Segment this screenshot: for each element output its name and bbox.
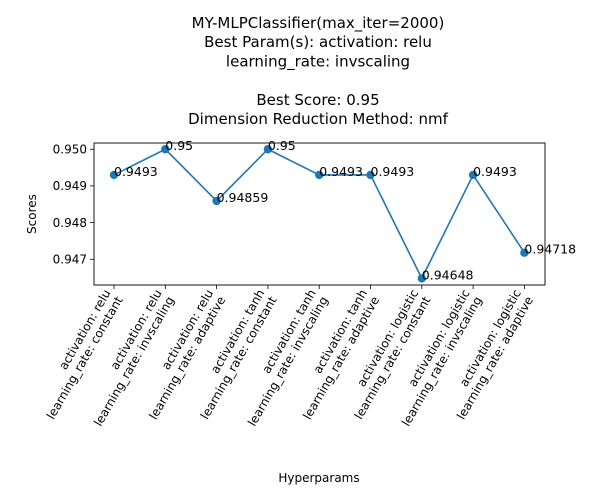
title-line: learning_rate: invscaling <box>226 52 410 71</box>
y-tick-label: 0.948 <box>53 216 87 230</box>
data-labels: 0.9493 0.95 0.94859 0.95 0.9493 0.9493 0.94648… <box>114 138 576 282</box>
data-label: 0.9493 <box>371 164 415 179</box>
data-point <box>212 196 221 206</box>
title-line: Best Score: 0.95 <box>256 91 379 109</box>
x-axis: activation: relulearning_rate: constanta… <box>44 285 536 429</box>
data-point <box>520 248 529 257</box>
title-line: MY-MLPClassifier(max_iter=2000) <box>192 14 445 33</box>
title-line: Dimension Reduction Method: nmf <box>188 110 448 128</box>
data-label: 0.95 <box>165 138 193 153</box>
y-tick-label: 0.947 <box>53 253 87 267</box>
data-label: 0.94648 <box>422 267 474 282</box>
data-point <box>315 170 324 180</box>
data-point <box>417 274 426 283</box>
data-point <box>161 145 170 154</box>
y-axis-label: Scores <box>25 194 39 234</box>
title-line: Best Param(s): activation: relu <box>204 33 432 51</box>
data-label: 0.95 <box>268 138 296 153</box>
series-line <box>109 145 529 283</box>
y-tick-label: 0.950 <box>53 142 87 156</box>
data-point <box>468 170 478 180</box>
data-label: 0.9493 <box>114 164 158 179</box>
data-label: 0.94718 <box>524 242 576 257</box>
x-axis-label: Hyperparams <box>278 471 359 485</box>
data-label: 0.9493 <box>473 164 517 179</box>
data-point <box>263 145 273 154</box>
data-point <box>366 170 375 180</box>
y-tick-label: 0.949 <box>53 179 87 193</box>
data-point <box>109 170 119 180</box>
data-label: 0.94859 <box>217 190 269 205</box>
y-axis: 0.947 0.948 0.949 0.950 <box>53 142 94 267</box>
chart-title: MY-MLPClassifier(max_iter=2000)Best Para… <box>188 14 448 128</box>
data-label: 0.9493 <box>319 164 363 179</box>
